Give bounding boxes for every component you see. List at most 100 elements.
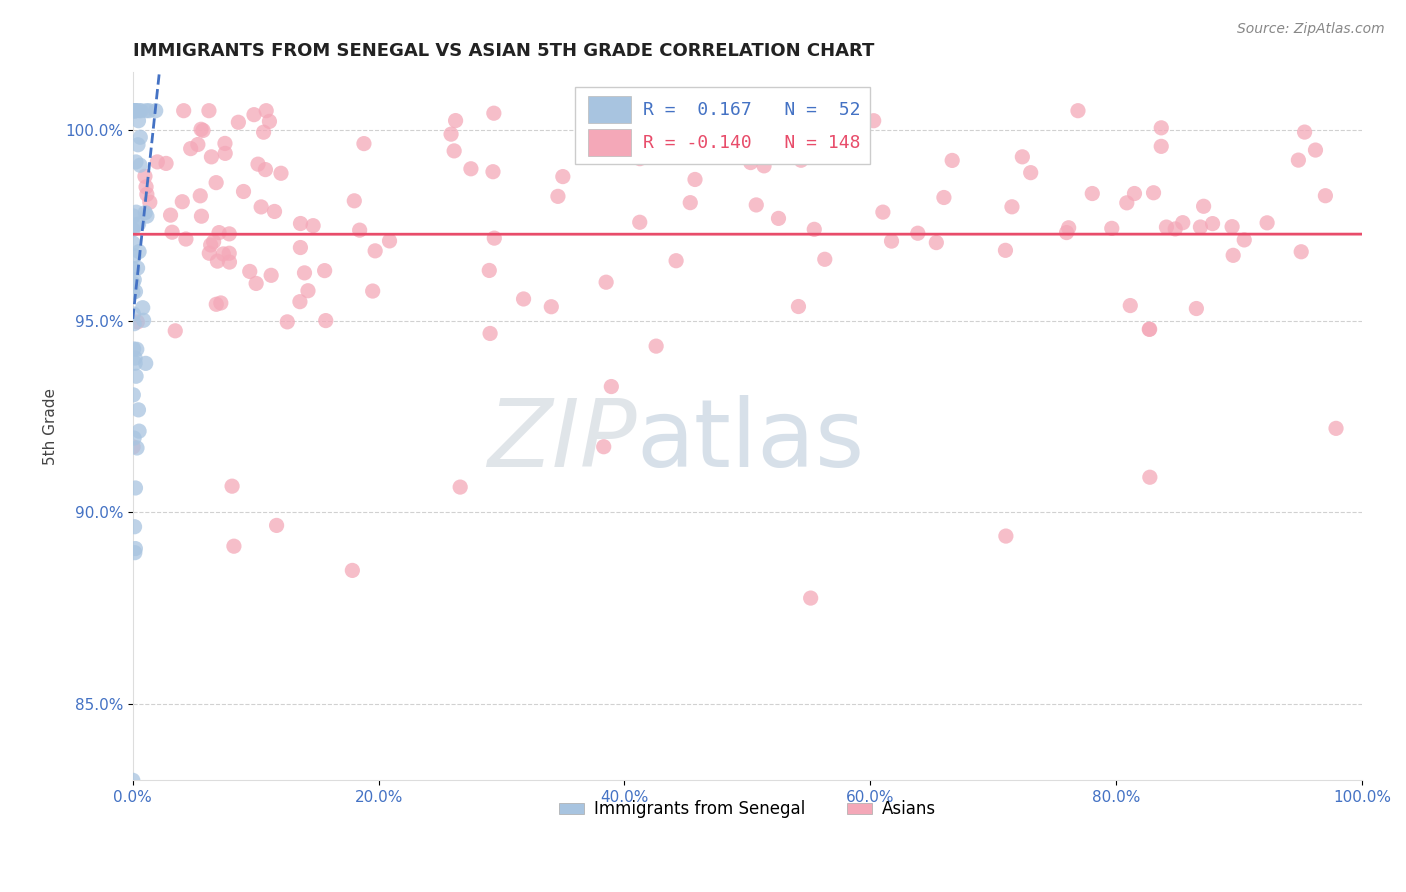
Point (512, 292, 534, 306)
Point (122, 273, 145, 287)
Point (645, 339, 668, 353)
Y-axis label: 5th Grade: 5th Grade (44, 388, 58, 465)
Point (790, 153, 813, 168)
Point (628, 215, 651, 229)
Point (872, 205, 894, 219)
Point (135, 103, 157, 118)
Point (595, 275, 617, 289)
Text: atlas: atlas (637, 394, 865, 486)
Point (127, 113, 149, 128)
Point (479, 326, 502, 341)
Point (1171, 216, 1194, 230)
Point (239, 264, 262, 278)
Point (214, 136, 236, 151)
Point (124, 103, 146, 118)
Point (122, 222, 145, 236)
FancyBboxPatch shape (575, 87, 870, 164)
Point (125, 369, 148, 384)
Point (135, 179, 157, 194)
Point (138, 103, 160, 118)
Point (752, 159, 775, 173)
Point (124, 520, 146, 534)
Point (190, 209, 212, 223)
Point (907, 226, 929, 240)
Point (1139, 322, 1161, 336)
Point (198, 246, 221, 260)
Point (315, 313, 337, 327)
Point (125, 441, 148, 455)
Point (1057, 220, 1080, 235)
Point (1164, 222, 1187, 236)
Point (254, 162, 277, 177)
Point (1137, 322, 1160, 336)
Point (121, 773, 143, 788)
Point (263, 204, 285, 219)
Point (1324, 421, 1347, 435)
Point (172, 194, 194, 209)
Point (349, 223, 371, 237)
Point (139, 195, 162, 210)
Point (165, 324, 187, 338)
Point (628, 152, 651, 166)
Point (290, 241, 312, 255)
Point (1220, 219, 1243, 234)
Point (288, 294, 311, 309)
Legend: Immigrants from Senegal, Asians: Immigrants from Senegal, Asians (553, 794, 942, 825)
Text: ZIP: ZIP (486, 395, 637, 486)
Point (925, 235, 948, 250)
Point (1156, 220, 1178, 235)
Point (1056, 226, 1078, 240)
Point (247, 157, 270, 171)
Point (1189, 219, 1212, 234)
Point (1185, 301, 1208, 316)
Point (124, 103, 146, 118)
Point (484, 231, 506, 245)
Point (302, 219, 325, 233)
Point (134, 169, 156, 184)
Point (209, 296, 232, 310)
Point (800, 591, 823, 605)
Point (679, 195, 702, 210)
Point (1019, 166, 1042, 180)
Point (460, 161, 482, 176)
Point (207, 254, 229, 268)
Point (1150, 139, 1173, 153)
Point (1294, 125, 1316, 139)
Point (1150, 120, 1173, 135)
Point (124, 541, 146, 556)
Point (174, 232, 197, 246)
Point (1256, 216, 1278, 230)
Point (212, 247, 235, 261)
Point (232, 185, 254, 199)
Point (125, 155, 148, 169)
Point (482, 165, 505, 179)
Point (205, 297, 228, 311)
Point (218, 255, 240, 269)
Point (124, 285, 146, 299)
Point (188, 189, 211, 203)
Point (1115, 195, 1137, 210)
Point (1067, 103, 1090, 118)
FancyBboxPatch shape (588, 129, 631, 156)
Point (135, 209, 157, 223)
Point (1315, 188, 1337, 202)
Point (222, 539, 245, 553)
Point (125, 205, 148, 219)
Point (122, 317, 145, 331)
Point (1011, 150, 1033, 164)
Text: IMMIGRANTS FROM SENEGAL VS ASIAN 5TH GRADE CORRELATION CHART: IMMIGRANTS FROM SENEGAL VS ASIAN 5TH GRA… (132, 42, 875, 60)
Point (124, 219, 146, 233)
Point (200, 150, 222, 164)
Point (314, 263, 336, 277)
Point (1305, 143, 1327, 157)
Point (745, 198, 768, 212)
Point (187, 137, 209, 152)
Point (129, 158, 152, 172)
Point (1192, 199, 1215, 213)
Point (1101, 221, 1123, 235)
Point (129, 130, 152, 145)
Point (122, 236, 145, 251)
Point (180, 142, 202, 156)
Point (200, 238, 222, 252)
Point (218, 246, 240, 260)
